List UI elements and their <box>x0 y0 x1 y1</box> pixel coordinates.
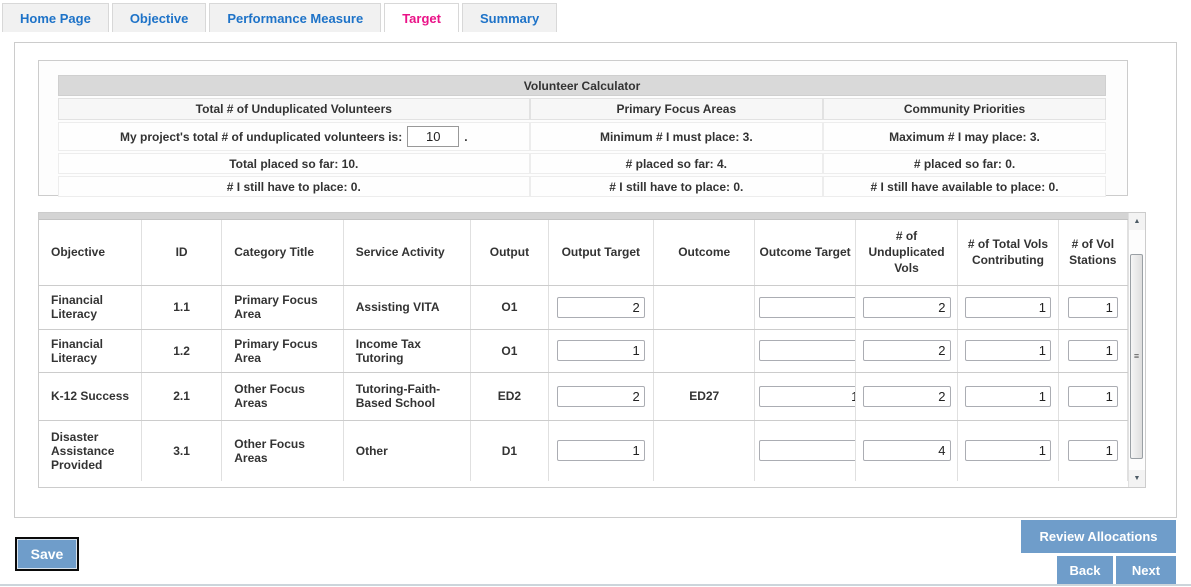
targets-table: Objective ID Category Title Service Acti… <box>39 220 1128 481</box>
save-button[interactable]: Save <box>15 537 79 571</box>
calculator-title: Volunteer Calculator <box>58 75 1106 96</box>
review-allocations-button[interactable]: Review Allocations <box>1021 520 1176 553</box>
grid-top-strip <box>39 213 1128 220</box>
col-header-unduplicated-vols: # of Unduplicated Vols <box>855 220 959 286</box>
output-target-input[interactable] <box>556 296 645 318</box>
vol-stations-input[interactable] <box>1067 440 1118 462</box>
outcome-target-input[interactable] <box>759 340 855 361</box>
activity-cell: Other <box>343 420 472 481</box>
id-cell: 1.1 <box>141 285 223 330</box>
total-vols-input[interactable] <box>964 340 1051 361</box>
output-cell: ED2 <box>470 372 549 421</box>
unduplicated-vols-input[interactable] <box>862 385 951 407</box>
tab-performance-measure[interactable]: Performance Measure <box>209 3 382 32</box>
targets-grid-content: Objective ID Category Title Service Acti… <box>39 213 1128 487</box>
total-placed-text: Total placed so far: 10. <box>58 153 530 174</box>
output-cell: D1 <box>470 420 549 481</box>
total-vols-input[interactable] <box>964 296 1051 318</box>
table-row: Financial Literacy 1.2 Primary Focus Are… <box>39 329 1128 373</box>
table-row: K-12 Success 2.1 Other Focus Areas Tutor… <box>39 372 1128 421</box>
targets-grid: Objective ID Category Title Service Acti… <box>38 212 1146 488</box>
vol-stations-input[interactable] <box>1067 296 1118 318</box>
objective-cell: Disaster Assistance Provided <box>39 420 142 481</box>
tab-bar: Home Page Objective Performance Measure … <box>0 0 1191 32</box>
tab-objective[interactable]: Objective <box>111 3 207 32</box>
col-header-outcome: Outcome <box>653 220 756 286</box>
total-volunteers-label: My project's total # of unduplicated vol… <box>120 129 403 144</box>
outcome-cell: ED27 <box>653 372 756 421</box>
outcome-target-input[interactable] <box>759 296 855 318</box>
activity-cell: Assisting VITA <box>343 285 472 330</box>
objective-cell: Financial Literacy <box>39 329 142 373</box>
table-row: Disaster Assistance Provided 3.1 Other F… <box>39 420 1128 481</box>
pfa-placed-text: # placed so far: 4. <box>529 153 824 174</box>
unduplicated-vols-input[interactable] <box>862 296 951 318</box>
outcome-cell <box>653 420 756 481</box>
volunteer-calculator-table: Volunteer Calculator Total # of Unduplic… <box>58 73 1106 199</box>
unduplicated-vols-input[interactable] <box>862 340 951 361</box>
outcome-cell <box>653 285 756 330</box>
pfa-still-to-place-text: # I still have to place: 0. <box>529 176 824 197</box>
tab-home-page[interactable]: Home Page <box>2 3 109 32</box>
table-header-row: Objective ID Category Title Service Acti… <box>39 220 1128 286</box>
col-header-outcome-target: Outcome Target <box>754 220 856 286</box>
vertical-scrollbar[interactable]: ▲ ≡ ▼ <box>1128 213 1145 487</box>
id-cell: 3.1 <box>141 420 223 481</box>
category-cell: Primary Focus Area <box>221 329 344 373</box>
total-vols-input[interactable] <box>964 440 1051 462</box>
output-target-input[interactable] <box>556 440 645 462</box>
total-vols-input[interactable] <box>964 385 1051 407</box>
outcome-cell <box>653 329 756 373</box>
total-volunteers-input[interactable] <box>407 126 460 147</box>
activity-cell: Tutoring-Faith-Based School <box>343 372 472 421</box>
outcome-target-input[interactable] <box>759 440 855 462</box>
scrollbar-thumb[interactable]: ≡ <box>1130 254 1143 459</box>
tab-target[interactable]: Target <box>384 3 459 32</box>
col-header-service-activity: Service Activity <box>343 220 472 286</box>
vol-stations-input[interactable] <box>1067 340 1118 361</box>
category-cell: Other Focus Areas <box>221 372 344 421</box>
col-header-category-title: Category Title <box>221 220 344 286</box>
activity-cell: Income Tax Tutoring <box>343 329 472 373</box>
col-header-id: ID <box>141 220 223 286</box>
volunteer-calculator: Volunteer Calculator Total # of Unduplic… <box>38 60 1128 199</box>
pfa-minimum-text: Minimum # I must place: 3. <box>529 122 824 151</box>
objective-cell: K-12 Success <box>39 372 142 421</box>
calc-col-header-unduplicated: Total # of Unduplicated Volunteers <box>58 98 530 120</box>
cp-maximum-text: Maximum # I may place: 3. <box>823 122 1106 151</box>
output-target-input[interactable] <box>556 385 645 407</box>
output-cell: O1 <box>470 285 549 330</box>
outcome-target-input[interactable] <box>759 385 855 407</box>
id-cell: 1.2 <box>141 329 223 373</box>
scrollbar-track[interactable]: ≡ <box>1129 230 1145 470</box>
total-volunteers-suffix: . <box>464 129 468 144</box>
cp-still-available-text: # I still have available to place: 0. <box>823 176 1106 197</box>
scroll-up-icon[interactable]: ▲ <box>1129 213 1145 230</box>
category-cell: Other Focus Areas <box>221 420 344 481</box>
next-button[interactable]: Next <box>1116 556 1176 584</box>
table-row: Financial Literacy 1.1 Primary Focus Are… <box>39 285 1128 330</box>
back-button[interactable]: Back <box>1057 556 1113 584</box>
unduplicated-vols-input[interactable] <box>862 440 951 462</box>
cp-placed-text: # placed so far: 0. <box>823 153 1106 174</box>
content-panel: Volunteer Calculator Total # of Unduplic… <box>14 42 1177 518</box>
output-target-input[interactable] <box>556 340 645 361</box>
scroll-down-icon[interactable]: ▼ <box>1129 470 1145 487</box>
id-cell: 2.1 <box>141 372 223 421</box>
category-cell: Primary Focus Area <box>221 285 344 330</box>
calc-col-header-primary-focus: Primary Focus Areas <box>529 98 824 120</box>
col-header-vol-stations: # of Vol Stations <box>1058 220 1128 286</box>
still-to-place-text: # I still have to place: 0. <box>58 176 530 197</box>
vol-stations-input[interactable] <box>1067 385 1118 407</box>
col-header-total-vols-contributing: # of Total Vols Contributing <box>957 220 1059 286</box>
bottom-divider <box>0 584 1191 586</box>
calc-col-header-community-priorities: Community Priorities <box>823 98 1106 120</box>
col-header-output: Output <box>470 220 549 286</box>
output-cell: O1 <box>470 329 549 373</box>
col-header-output-target: Output Target <box>548 220 655 286</box>
calc-total-volunteers-cell: My project's total # of unduplicated vol… <box>58 122 530 151</box>
objective-cell: Financial Literacy <box>39 285 142 330</box>
tab-summary[interactable]: Summary <box>461 3 558 32</box>
col-header-objective: Objective <box>39 220 142 286</box>
